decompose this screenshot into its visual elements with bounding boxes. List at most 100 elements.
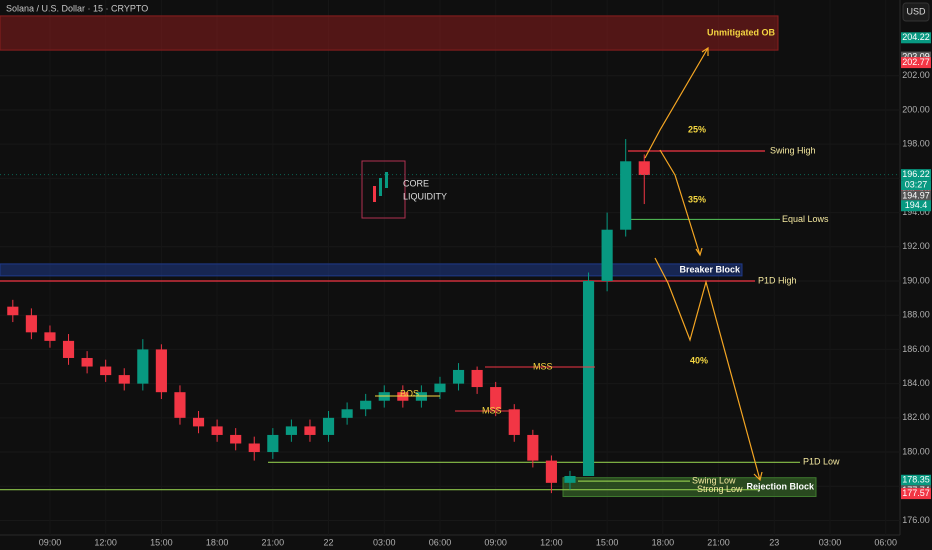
candle-body [452,369,465,384]
projection-arrows [644,46,763,482]
price-badge-label: 194.4 [905,200,928,210]
candle-body [81,357,93,367]
candle-body [62,340,75,358]
arrow [644,47,709,159]
x-tick-label: 15:00 [596,537,619,547]
price-badge-label: 178.35 [902,475,930,485]
price-badge [901,169,931,181]
logo-text: CORE [403,178,429,188]
zone-label: Unmitigated OB [707,27,776,37]
x-tick-label: 21:00 [707,537,730,547]
candle-body [582,281,595,476]
y-tick-label: 180.00 [902,446,930,456]
candle-body [620,161,632,230]
price-badge-label: 204.22 [902,32,930,42]
x-tick-label: 15:00 [150,537,173,547]
x-tick-label: 12:00 [94,537,117,547]
x-tick-label: 18:00 [652,537,675,547]
y-tick-label: 194.00 [902,207,930,217]
y-tick-label: 192.00 [902,241,930,251]
logo-icon [379,178,382,196]
price-badge [901,474,931,486]
candle-body [527,434,539,461]
price-badge [901,488,931,500]
zone [562,477,817,498]
level-label: Swing Low [692,475,736,485]
arrow [659,149,701,256]
chart-title: Solana / U.S. Dollar · 15 · CRYPTO [6,3,148,13]
candle-body [192,417,205,427]
arrow-head [701,46,709,56]
candle-body [7,306,19,316]
price-badge [901,32,931,44]
candle-body [230,434,242,444]
candle-body [248,443,260,453]
x-tick-label: 06:00 [874,537,897,547]
y-tick-label: 186.00 [902,344,930,354]
x-tick-label: 03:00 [373,537,396,547]
price-badge-label: 194.97 [902,190,930,200]
y-tick-label: 182.00 [902,412,930,422]
candle-body [211,426,223,435]
y-tick-label: 198.00 [902,139,930,149]
y-tick-label: 176.00 [902,515,930,525]
zone-label: Rejection Block [746,481,815,491]
candle-body [304,426,316,435]
level-label: Equal Lows [782,214,829,224]
annotation: 35% [688,194,706,204]
candle-body [155,349,167,393]
candle-body [44,332,56,341]
candle-body [118,375,130,384]
level-label: P1D High [758,275,797,285]
x-tick-label: 06:00 [429,537,452,547]
y-tick-label: 184.00 [902,378,930,388]
logo-icon [373,186,376,202]
x-tick-label: 22 [324,537,334,547]
candle-body [545,460,557,483]
candle-body [601,229,613,282]
level-label: P1D Low [803,457,840,467]
candle-body [564,475,576,483]
candle-body [341,409,353,418]
x-tick-label: 23 [769,537,779,547]
x-tick-label: 12:00 [540,537,563,547]
y-tick-label: 188.00 [902,310,930,320]
y-tick-label: 200.00 [902,104,930,114]
x-tick-label: 09:00 [39,537,62,547]
logo-icon [385,172,388,188]
candle-body [508,409,520,435]
price-badge-label: 202.77 [902,57,930,67]
candle-body [322,417,335,435]
price-badge-label: 177.57 [902,488,930,498]
price-badge [901,57,931,69]
candle-body [638,161,650,175]
x-tick-label: 03:00 [819,537,842,547]
price-badge-label: 196.22 [902,169,930,179]
candle-body [471,369,483,388]
logo-frame [361,160,406,219]
price-badge [901,190,931,202]
candle-body [490,387,502,410]
currency-button[interactable] [902,2,930,22]
level-label: Swing High [770,145,816,155]
annotation: MSS [533,361,553,371]
zone [0,263,743,277]
currency[interactable]: USD [906,6,926,16]
candle-body [434,383,446,393]
candle-body [174,392,186,418]
x-tick-label: 18:00 [206,537,229,547]
logo-text: LIQUIDITY [403,191,447,201]
annotation: BOS [400,388,419,398]
y-tick-label: 202.00 [902,70,930,80]
annotation: 25% [688,124,706,134]
y-tick-label: 190.00 [902,275,930,285]
candle-body [25,315,37,333]
arrow-head [753,471,763,482]
annotation: 40% [690,355,708,365]
x-tick-label: 09:00 [484,537,507,547]
price-badge-label: 203.09 [902,52,930,62]
arrow-head [695,247,703,257]
